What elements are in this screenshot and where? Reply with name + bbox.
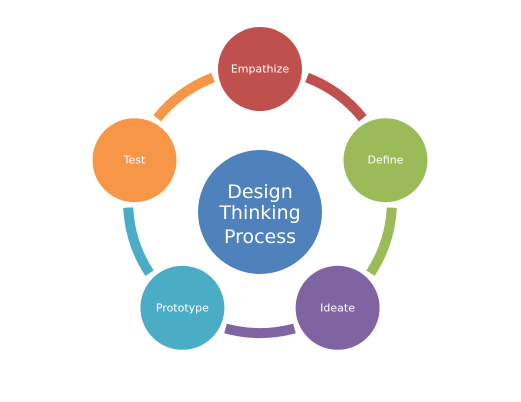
center-node: Design Thinking Process [198, 150, 322, 274]
stage-circle-prototype [140, 265, 225, 350]
stage-label-empathize: Empathize [231, 63, 290, 76]
stage-node-test: Test [92, 118, 177, 203]
connector-arcs [123, 72, 397, 338]
stage-label-ideate: Ideate [320, 301, 355, 314]
stage-circle-ideate [295, 265, 380, 350]
center-title-line-3: Process [224, 226, 296, 248]
connector-arc-prototype-test [123, 207, 154, 276]
stage-circle-define [343, 118, 428, 203]
center-title-line-2: Thinking [218, 202, 300, 224]
stage-node-prototype: Prototype [140, 265, 225, 350]
stage-circle-test [92, 118, 177, 203]
connector-arc-test-empathize [153, 72, 215, 122]
stage-node-define: Define [343, 118, 428, 203]
connector-arc-empathize-define [305, 72, 367, 122]
stage-circle-empathize [218, 27, 302, 111]
connector-arc-ideate-prototype [224, 323, 296, 338]
connector-arc-define-ideate [366, 207, 397, 276]
stage-node-empathize: Empathize [218, 27, 302, 111]
stage-label-define: Define [368, 154, 404, 167]
stage-label-test: Test [123, 154, 146, 167]
center-title-line-1: Design [227, 181, 293, 203]
center-circle [198, 150, 322, 274]
stage-label-prototype: Prototype [156, 301, 209, 314]
stage-node-ideate: Ideate [295, 265, 380, 350]
